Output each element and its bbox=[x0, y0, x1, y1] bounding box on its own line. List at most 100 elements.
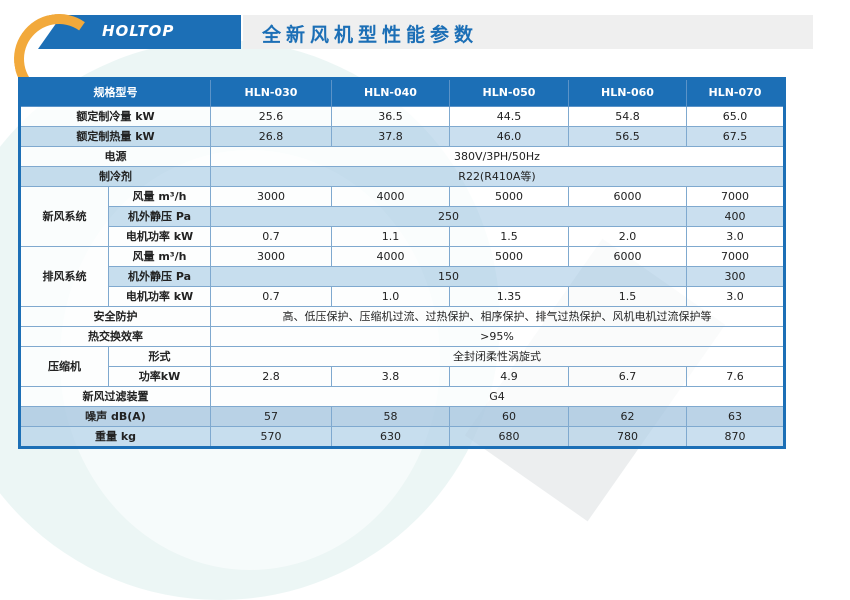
row-label: 电源 bbox=[19, 146, 211, 167]
cell: 2.0 bbox=[568, 226, 687, 247]
row-label: 机外静压 Pa bbox=[108, 266, 211, 287]
table-row-fresh-static-pressure: 机外静压 Pa 250 400 bbox=[20, 206, 785, 227]
cell: 7000 bbox=[686, 186, 785, 207]
row-label: 额定制冷量 kW bbox=[19, 106, 211, 127]
cell: 25.6 bbox=[210, 106, 332, 127]
cell: 57 bbox=[210, 406, 332, 427]
cell: 3000 bbox=[210, 186, 332, 207]
cell: 36.5 bbox=[331, 106, 450, 127]
cell: 60 bbox=[449, 406, 569, 427]
cell: 6000 bbox=[568, 186, 687, 207]
row-label: 形式 bbox=[108, 346, 211, 367]
cell: 250 bbox=[210, 206, 687, 227]
row-label: 风量 m³/h bbox=[108, 186, 211, 207]
cell: 380V/3PH/50Hz bbox=[210, 146, 785, 167]
row-label: 制冷剂 bbox=[19, 166, 211, 187]
row-label: 噪声 dB(A) bbox=[19, 406, 211, 427]
row-label: 风量 m³/h bbox=[108, 246, 211, 267]
cell: 780 bbox=[568, 426, 687, 448]
model-header: HLN-050 bbox=[449, 78, 569, 107]
cell: 46.0 bbox=[449, 126, 569, 147]
title-band bbox=[243, 15, 813, 49]
cell: 1.5 bbox=[449, 226, 569, 247]
cell: 150 bbox=[210, 266, 687, 287]
spec-table: 规格型号 HLN-030 HLN-040 HLN-050 HLN-060 HLN… bbox=[18, 77, 786, 449]
cell: 1.35 bbox=[449, 286, 569, 307]
cell: 1.0 bbox=[331, 286, 450, 307]
table-row-noise: 噪声 dB(A) 57 58 60 62 63 bbox=[19, 406, 785, 427]
cell: R22(R410A等) bbox=[210, 166, 785, 187]
cell: 37.8 bbox=[331, 126, 450, 147]
group-label: 新风系统 bbox=[19, 186, 109, 247]
table-row-exhaust-static-pressure: 机外静压 Pa 150 300 bbox=[20, 266, 785, 287]
cell: 5000 bbox=[449, 186, 569, 207]
table-row-cooling: 额定制冷量 kW 25.6 36.5 44.5 54.8 65.0 bbox=[19, 106, 785, 127]
cell: 56.5 bbox=[568, 126, 687, 147]
cell: 全封闭柔性涡旋式 bbox=[210, 346, 785, 367]
row-label: 安全防护 bbox=[19, 306, 211, 327]
cell: 2.8 bbox=[210, 366, 332, 387]
page-header: HOLTOP 全新风机型性能参数 bbox=[0, 0, 850, 112]
cell: 0.7 bbox=[210, 226, 332, 247]
cell: 4.9 bbox=[449, 366, 569, 387]
cell: 680 bbox=[449, 426, 569, 448]
table-row-safety: 安全防护 高、低压保护、压缩机过流、过热保护、相序保护、排气过热保护、风机电机过… bbox=[19, 306, 785, 327]
cell: 630 bbox=[331, 426, 450, 448]
cell: G4 bbox=[210, 386, 785, 407]
cell: 3.0 bbox=[686, 226, 785, 247]
cell: 0.7 bbox=[210, 286, 332, 307]
cell: 62 bbox=[568, 406, 687, 427]
cell: 54.8 bbox=[568, 106, 687, 127]
header-label: 规格型号 bbox=[19, 78, 211, 107]
row-label: 热交换效率 bbox=[19, 326, 211, 347]
cell: 5000 bbox=[449, 246, 569, 267]
row-label: 机外静压 Pa bbox=[108, 206, 211, 227]
cell: 58 bbox=[331, 406, 450, 427]
cell: 65.0 bbox=[686, 106, 785, 127]
cell: 26.8 bbox=[210, 126, 332, 147]
model-header: HLN-070 bbox=[686, 78, 785, 107]
table-row-compressor-power: 功率kW 2.8 3.8 4.9 6.7 7.6 bbox=[20, 366, 785, 387]
header-row: 规格型号 HLN-030 HLN-040 HLN-050 HLN-060 HLN… bbox=[19, 78, 785, 107]
cell: 1.1 bbox=[331, 226, 450, 247]
cell: 4000 bbox=[331, 246, 450, 267]
group-label: 压缩机 bbox=[19, 346, 109, 387]
row-label: 额定制热量 kW bbox=[19, 126, 211, 147]
cell: 3.8 bbox=[331, 366, 450, 387]
cell: 6000 bbox=[568, 246, 687, 267]
cell: 7000 bbox=[686, 246, 785, 267]
table-row-heating: 额定制热量 kW 26.8 37.8 46.0 56.5 67.5 bbox=[19, 126, 785, 147]
cell: 870 bbox=[686, 426, 785, 448]
table-row-fresh-airflow: 新风系统 风量 m³/h 3000 4000 5000 6000 7000 bbox=[19, 186, 785, 247]
cell: 67.5 bbox=[686, 126, 785, 147]
logo-band bbox=[38, 15, 241, 49]
cell: 3.0 bbox=[686, 286, 785, 307]
group-label: 排风系统 bbox=[19, 246, 109, 307]
cell: 400 bbox=[686, 206, 785, 227]
table-row-exhaust-airflow: 排风系统 风量 m³/h 3000 4000 5000 6000 7000 bbox=[19, 246, 785, 307]
table-row-fresh-motor-power: 电机功率 kW 0.7 1.1 1.5 2.0 3.0 bbox=[20, 226, 785, 247]
model-header: HLN-040 bbox=[331, 78, 450, 107]
cell: 1.5 bbox=[568, 286, 687, 307]
cell: >95% bbox=[210, 326, 785, 347]
row-label: 新风过滤装置 bbox=[19, 386, 211, 407]
model-header: HLN-030 bbox=[210, 78, 332, 107]
cell: 6.7 bbox=[568, 366, 687, 387]
cell: 4000 bbox=[331, 186, 450, 207]
table-row-power-supply: 电源 380V/3PH/50Hz bbox=[19, 146, 785, 167]
table-row-exhaust-motor-power: 电机功率 kW 0.7 1.0 1.35 1.5 3.0 bbox=[20, 286, 785, 307]
cell: 3000 bbox=[210, 246, 332, 267]
cell: 300 bbox=[686, 266, 785, 287]
table-row-weight: 重量 kg 570 630 680 780 870 bbox=[19, 426, 785, 448]
table-row-heat-exchange: 热交换效率 >95% bbox=[19, 326, 785, 347]
cell: 63 bbox=[686, 406, 785, 427]
cell: 高、低压保护、压缩机过流、过热保护、相序保护、排气过热保护、风机电机过流保护等 bbox=[210, 306, 785, 327]
table-row-refrigerant: 制冷剂 R22(R410A等) bbox=[19, 166, 785, 187]
page-title: 全新风机型性能参数 bbox=[262, 24, 479, 46]
model-header: HLN-060 bbox=[568, 78, 687, 107]
table-row-compressor-type: 压缩机 形式 全封闭柔性涡旋式 bbox=[19, 346, 785, 387]
cell: 7.6 bbox=[686, 366, 785, 387]
row-label: 电机功率 kW bbox=[108, 226, 211, 247]
row-label: 重量 kg bbox=[19, 426, 211, 448]
cell: 44.5 bbox=[449, 106, 569, 127]
